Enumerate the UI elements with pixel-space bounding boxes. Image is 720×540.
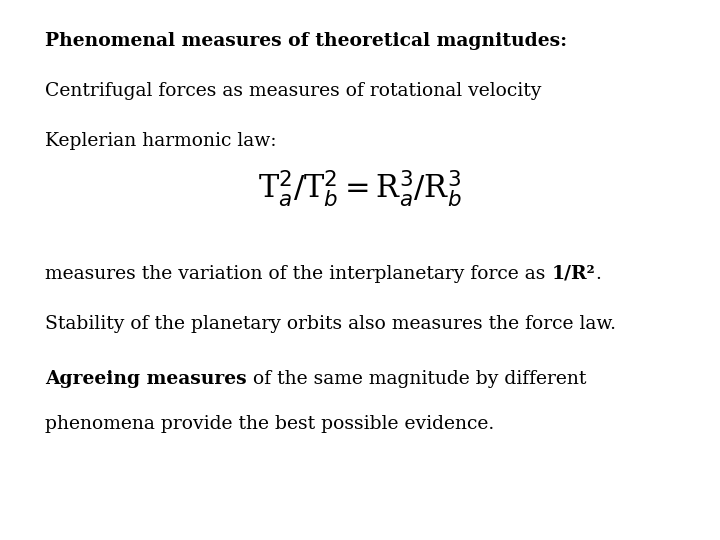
Text: Phenomenal measures of theoretical magnitudes:: Phenomenal measures of theoretical magni… [45, 32, 567, 50]
Text: of the same magnitude by different: of the same magnitude by different [247, 370, 586, 388]
Text: Agreeing measures: Agreeing measures [45, 370, 247, 388]
Text: 1/R²: 1/R² [552, 265, 595, 283]
Text: Keplerian harmonic law:: Keplerian harmonic law: [45, 132, 276, 150]
Text: .: . [595, 265, 601, 283]
Text: Stability of the planetary orbits also measures the force law.: Stability of the planetary orbits also m… [45, 315, 616, 333]
Text: $\mathregular{T}_a^2 / \mathregular{T}_b^2 = \mathregular{R}_a^3 / \mathregular{: $\mathregular{T}_a^2 / \mathregular{T}_b… [258, 168, 462, 209]
Text: phenomena provide the best possible evidence.: phenomena provide the best possible evid… [45, 415, 494, 433]
Text: measures the variation of the interplanetary force as: measures the variation of the interplane… [45, 265, 552, 283]
Text: Centrifugal forces as measures of rotational velocity: Centrifugal forces as measures of rotati… [45, 82, 541, 100]
